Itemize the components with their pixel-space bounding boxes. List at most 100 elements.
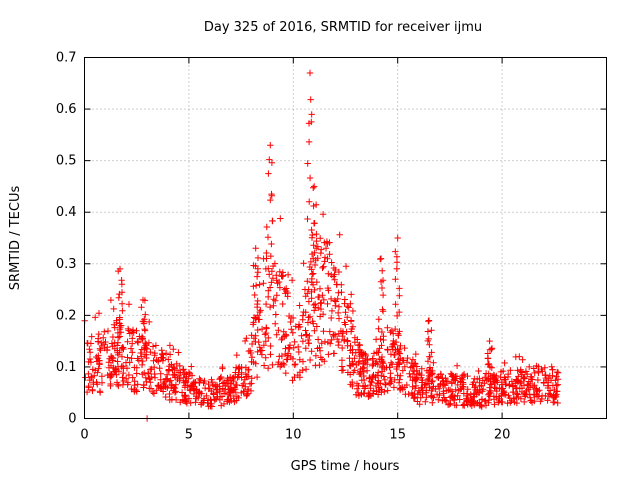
data-point xyxy=(507,367,514,374)
data-point xyxy=(133,370,140,377)
data-point xyxy=(218,393,226,400)
data-point xyxy=(392,346,399,354)
data-point xyxy=(267,196,274,204)
data-point xyxy=(447,400,454,407)
data-point xyxy=(327,295,335,303)
data-point xyxy=(351,367,358,374)
data-point xyxy=(330,350,338,357)
data-point xyxy=(554,369,562,376)
data-point xyxy=(328,314,335,322)
data-point xyxy=(125,301,133,308)
data-point xyxy=(170,346,177,353)
data-point xyxy=(138,304,145,311)
data-point xyxy=(380,360,387,367)
data-point xyxy=(262,329,270,337)
data-point xyxy=(131,388,138,395)
data-point xyxy=(388,327,395,334)
data-point xyxy=(117,329,125,336)
data-point xyxy=(391,376,398,384)
data-point xyxy=(441,396,449,404)
data-point xyxy=(145,370,152,377)
data-point xyxy=(139,357,146,365)
data-point xyxy=(147,348,154,356)
y-tick-label: 0.5 xyxy=(56,154,77,169)
data-point xyxy=(393,265,400,272)
data-point xyxy=(396,308,403,316)
data-point xyxy=(253,273,261,280)
data-point xyxy=(377,335,384,343)
data-point xyxy=(322,245,330,252)
data-point xyxy=(309,318,316,325)
data-point xyxy=(275,327,282,334)
data-point xyxy=(428,327,435,334)
data-point xyxy=(243,392,250,400)
data-point xyxy=(238,369,245,376)
data-point xyxy=(384,346,391,353)
data-point xyxy=(85,358,92,366)
y-tick-label: 0.6 xyxy=(56,102,77,117)
data-point xyxy=(521,398,528,406)
data-point xyxy=(296,302,303,309)
y-tick-labels: 0 0.1 0.2 0.3 0.4 0.5 0.6 0.7 xyxy=(56,51,77,427)
data-point xyxy=(185,395,193,402)
data-point xyxy=(492,375,499,382)
data-point xyxy=(118,300,126,307)
data-point xyxy=(192,395,200,402)
data-point xyxy=(316,285,324,292)
data-point xyxy=(464,372,471,380)
data-point xyxy=(396,385,404,392)
data-point xyxy=(311,261,319,269)
data-point xyxy=(464,386,471,393)
data-point xyxy=(353,361,360,369)
data-point xyxy=(126,359,133,366)
data-point xyxy=(305,286,312,293)
data-point xyxy=(317,305,325,313)
data-point xyxy=(485,370,492,377)
data-point xyxy=(283,356,290,363)
data-point xyxy=(470,393,477,400)
data-point xyxy=(283,287,290,295)
data-point xyxy=(142,342,149,349)
data-point xyxy=(196,388,203,395)
data-point xyxy=(391,351,398,359)
data-point xyxy=(116,314,123,321)
data-point xyxy=(544,397,551,404)
data-point xyxy=(375,369,382,376)
data-point xyxy=(312,201,320,208)
data-point xyxy=(235,365,243,372)
x-tick-labels: 0 5 10 15 20 xyxy=(80,428,510,443)
data-point xyxy=(331,297,338,304)
data-point xyxy=(113,317,120,324)
data-point xyxy=(303,331,310,338)
y-tick-label: 0.1 xyxy=(56,360,77,375)
data-point xyxy=(395,356,402,363)
data-point xyxy=(314,293,322,301)
data-point xyxy=(310,270,317,277)
data-point xyxy=(428,393,436,401)
data-point xyxy=(287,353,294,361)
data-point xyxy=(369,355,376,362)
data-point xyxy=(150,390,158,397)
data-point xyxy=(316,347,324,354)
data-point xyxy=(151,352,158,359)
data-point xyxy=(393,259,401,266)
data-point xyxy=(97,389,104,396)
data-point xyxy=(323,238,331,245)
data-point xyxy=(177,399,184,406)
data-point xyxy=(393,312,401,320)
data-point xyxy=(268,159,276,166)
data-point xyxy=(425,317,433,324)
data-point xyxy=(472,382,479,390)
data-point xyxy=(502,380,509,388)
data-point xyxy=(306,174,314,182)
data-point xyxy=(458,375,465,382)
data-point xyxy=(493,387,500,395)
data-point xyxy=(412,382,420,390)
data-point xyxy=(119,374,126,381)
data-point xyxy=(289,314,297,322)
data-point xyxy=(310,301,317,309)
data-point xyxy=(310,220,318,227)
data-point xyxy=(263,223,270,231)
data-point xyxy=(401,344,408,352)
data-point xyxy=(284,271,292,278)
